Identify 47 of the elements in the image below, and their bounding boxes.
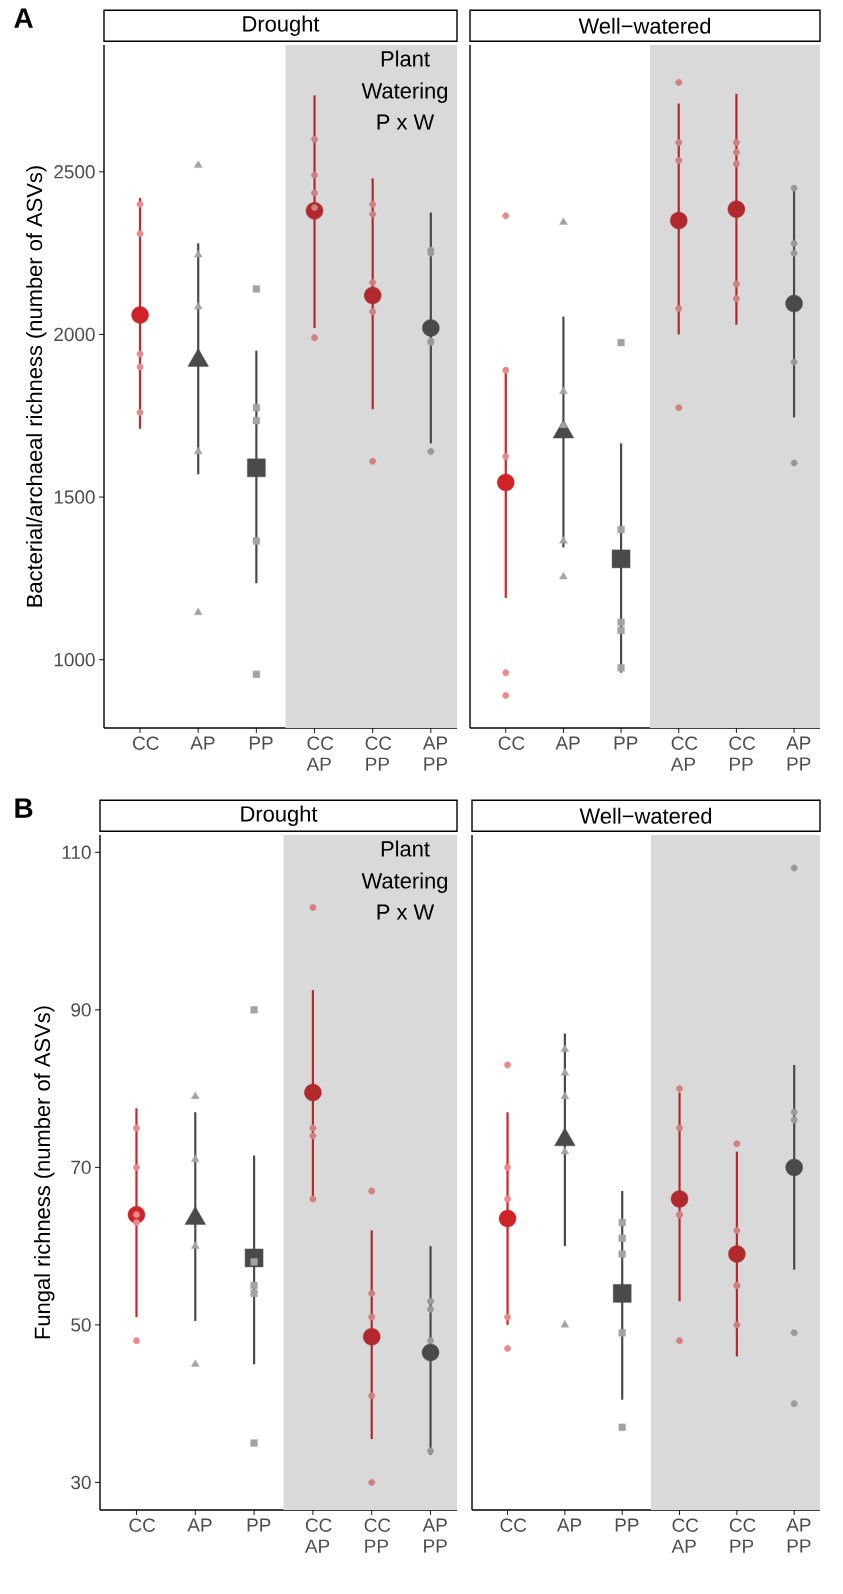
x-tick-label: PP [249, 736, 273, 750]
y-axis-title: Bacterial/archaeal richness (number of ASVs) [26, 166, 47, 607]
y-axis-title: Fungal richness (number of ASVs) [34, 1006, 55, 1339]
x-tick-label: AP [556, 1518, 582, 1532]
y-tick-label: 1500 [54, 490, 95, 504]
x-tick-label: CC [500, 1518, 527, 1532]
y-tick-label: 70 [71, 1160, 91, 1175]
x-tick-label: PP [247, 1518, 271, 1532]
x-tick-label: PP [614, 736, 638, 750]
x-tick-label: AP PP [422, 1518, 447, 1553]
annotation: Watering [361, 872, 448, 893]
x-tick-label: CC PP [365, 736, 392, 771]
y-tick-label: 1000 [54, 652, 95, 667]
x-tick-label: AP [190, 736, 215, 750]
x-tick-label: CC [133, 736, 159, 750]
chart-title: Drought [241, 805, 318, 826]
x-tick-label: CC AP [671, 1518, 699, 1553]
y-tick-label: 2500 [54, 165, 95, 179]
y-tick-label: 2000 [54, 327, 95, 342]
x-tick-label: AP PP [786, 1518, 811, 1553]
x-tick-label: AP [555, 736, 580, 750]
chart-title: Well−watered [579, 807, 712, 824]
chart-title: Well−watered [578, 17, 711, 34]
annotation: Plant [381, 840, 430, 857]
annotation: P x W [377, 114, 435, 130]
x-tick-label: CC PP [729, 736, 756, 771]
x-tick-label: CC PP [729, 1518, 756, 1553]
y-tick-label: 90 [71, 1003, 91, 1017]
text: B [15, 798, 33, 818]
x-tick-label: CC PP [364, 1518, 391, 1553]
x-tick-label: PP [615, 1518, 639, 1532]
annotation: P x W [377, 904, 435, 920]
annotation: Plant [381, 50, 430, 67]
x-tick-label: CC AP [304, 1518, 332, 1553]
y-tick-label: 110 [62, 845, 91, 860]
x-tick-label: CC [498, 736, 525, 750]
y-tick-label: 30 [71, 1475, 91, 1490]
x-tick-label: AP PP [786, 736, 811, 771]
x-tick-label: AP PP [422, 736, 448, 771]
x-tick-label: CC AP [670, 736, 698, 771]
annotation: Watering [361, 82, 448, 103]
x-tick-label: CC AP [306, 736, 334, 771]
y-tick-label: 50 [71, 1318, 91, 1332]
x-tick-label: CC [129, 1518, 156, 1532]
x-tick-label: AP [187, 1518, 212, 1532]
chart-title: Drought [243, 15, 320, 36]
text: A [14, 8, 33, 28]
